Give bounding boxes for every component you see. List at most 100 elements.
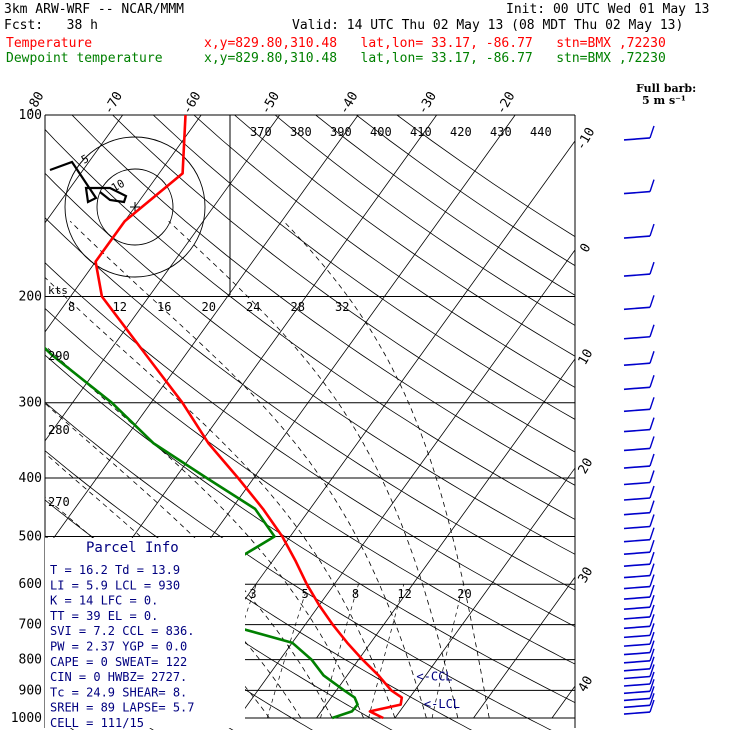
hodograph-speed-tick: 8 <box>68 300 75 314</box>
pressure-tick-label: 900 <box>19 683 42 698</box>
wind-barb <box>623 697 651 702</box>
wind-barb-feather <box>649 485 655 499</box>
hodograph-speed-tick: 16 <box>157 300 171 314</box>
isotherm-line <box>45 115 123 224</box>
hodograph-speed-tick: 12 <box>113 300 127 314</box>
wind-barb <box>623 667 651 672</box>
wind-barb <box>623 190 651 195</box>
temperature-trace <box>94 115 404 720</box>
wind-barb <box>623 606 651 610</box>
isotherm-label: 10 <box>576 347 597 368</box>
temperature-legend: Temperature <box>6 36 93 51</box>
pressure-tick-label: 700 <box>19 618 42 633</box>
wind-barb <box>623 651 651 656</box>
mixing-ratio-label: 8 <box>352 587 359 601</box>
mixing-ratio-line <box>320 584 359 719</box>
isotherm-label: -50 <box>258 89 283 117</box>
wind-barb <box>623 273 651 277</box>
wind-barb-feather <box>649 656 655 669</box>
parcel-info-row: PW = 2.37 YGP = 0.0 <box>50 640 187 654</box>
parcel-info-row: CAPE = 0 SWEAT= 122 <box>50 655 187 669</box>
wind-barb-feather <box>649 594 655 608</box>
moist-adiabat <box>69 220 427 719</box>
mixing-ratio-label: 12 <box>397 587 411 601</box>
wind-barb <box>623 690 651 695</box>
hodograph-speed-tick: 20 <box>202 300 216 314</box>
dry-adiabat <box>45 262 575 628</box>
wind-barb-feather <box>649 436 655 449</box>
isotherm-label: -10 <box>574 125 599 153</box>
isotherm-label: -30 <box>415 89 440 117</box>
isotherm-line <box>237 249 575 719</box>
isotherm-line <box>631 115 740 718</box>
header: 3km ARW-WRF -- NCAR/MMM Init: 00 UTC Wed… <box>0 0 740 70</box>
barb-legend-units: 5 m s⁻¹ <box>642 94 686 107</box>
wind-barb-feather <box>649 623 655 636</box>
wind-barb <box>623 675 651 680</box>
theta-left-label: 270 <box>48 495 70 509</box>
hodograph-ring <box>96 168 174 246</box>
wind-barb <box>623 137 651 141</box>
dry-adiabat <box>45 128 575 520</box>
wind-barb <box>623 408 651 413</box>
pressure-tick-label: 800 <box>19 653 42 668</box>
isotherm-label: 30 <box>576 565 597 586</box>
isotherm-line <box>45 115 202 333</box>
wind-barb-feather <box>649 679 655 692</box>
wind-barb-feather <box>649 324 655 337</box>
wind-barb-feather <box>649 631 655 645</box>
wind-barb-feather <box>649 614 655 627</box>
forecast-hour: Fcst: 38 h <box>4 18 98 33</box>
dewpoint-legend: Dewpoint temperature <box>6 51 163 66</box>
barb-legend-label: Full barb: <box>636 82 696 95</box>
dry-adiabat <box>112 115 575 453</box>
wind-barb-feather <box>649 648 655 662</box>
pressure-tick-label: 100 <box>19 108 42 123</box>
wind-barb-feather <box>649 671 655 685</box>
mixing-ratio-label: 20 <box>457 587 471 601</box>
isotherm-label: -40 <box>337 89 362 117</box>
parcel-info-row: LI = 5.9 LCL = 930 <box>50 578 180 592</box>
wind-barb <box>623 362 651 367</box>
wind-barb <box>623 551 651 555</box>
wind-barb <box>623 428 651 433</box>
theta-label: 440 <box>530 125 552 139</box>
moist-adiabat <box>283 220 490 719</box>
wind-barb-feather <box>649 125 655 139</box>
mixing-ratio-label: 5 <box>301 587 308 601</box>
dry-adiabat <box>45 307 575 665</box>
wind-barb <box>623 683 651 687</box>
theta-label: 390 <box>330 125 352 139</box>
wind-barb <box>623 465 651 469</box>
wind-barb-feather <box>649 375 655 388</box>
hodograph-ring-label: 10 <box>109 177 127 195</box>
wind-barbs: Full barb:5 m s⁻¹ <box>623 82 696 715</box>
wind-barb-feather <box>649 295 655 308</box>
pressure-tick-label: 200 <box>19 290 42 305</box>
theta-label: 410 <box>410 125 432 139</box>
dry-adiabat <box>71 115 575 486</box>
wind-barb <box>623 306 651 311</box>
hodograph-speed-tick: 28 <box>291 300 305 314</box>
dry-adiabat <box>193 115 575 388</box>
wind-barb <box>623 447 651 452</box>
hodograph-ring <box>64 136 206 278</box>
wind-barb <box>623 711 651 715</box>
wind-barb-feather <box>649 223 655 237</box>
mixing-ratio-label: 3 <box>249 587 256 601</box>
wind-barb-feather <box>649 563 655 576</box>
dry-adiabat <box>45 401 552 730</box>
wind-barb <box>623 386 651 391</box>
wind-barb-feather <box>649 179 655 192</box>
wind-barb <box>623 563 651 567</box>
model-title: 3km ARW-WRF -- NCAR/MMM <box>4 2 185 17</box>
isotherm-line <box>551 685 575 719</box>
wind-barb-feather <box>649 351 655 364</box>
wind-barb <box>623 235 651 239</box>
wind-barb-feather <box>649 261 655 275</box>
wind-barb <box>623 525 651 530</box>
dry-adiabat <box>315 115 575 296</box>
wind-barb <box>623 497 651 501</box>
moist-adiabat <box>45 276 396 719</box>
